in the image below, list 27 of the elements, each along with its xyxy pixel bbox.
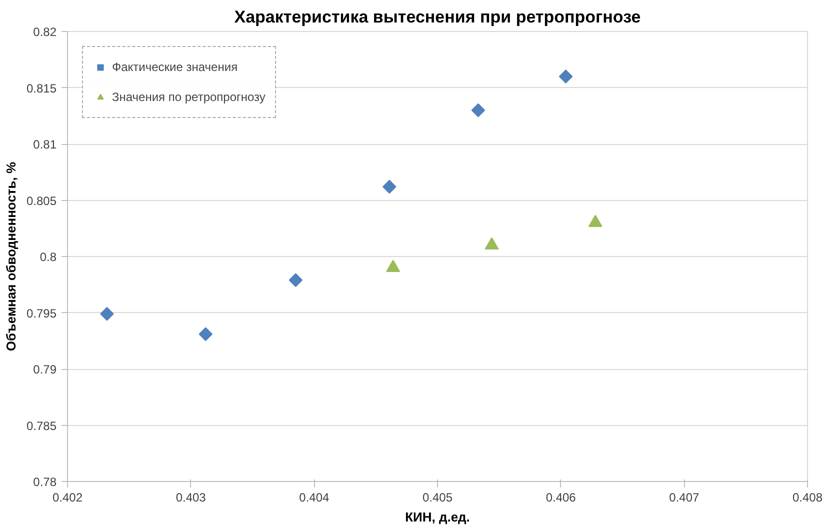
x-tick-label: 0.405 bbox=[422, 490, 453, 504]
y-tick-label: 0.815 bbox=[26, 81, 57, 96]
point bbox=[558, 70, 573, 84]
x-tick-label: 0.403 bbox=[176, 490, 206, 504]
x-tick-label: 0.402 bbox=[52, 490, 83, 504]
x-tick-label: 0.408 bbox=[792, 490, 823, 504]
point bbox=[382, 180, 396, 194]
y-tick-label: 0.805 bbox=[26, 194, 57, 208]
y-tick-label: 0.785 bbox=[26, 418, 57, 433]
y-tick-label: 0.78 bbox=[33, 475, 57, 489]
x-tick-label: 0.407 bbox=[669, 490, 700, 504]
legend-label: Фактические значения bbox=[112, 60, 239, 74]
point bbox=[471, 103, 486, 118]
y-tick-label: 0.795 bbox=[26, 306, 57, 320]
x-axis-title: КИН, д.ед. bbox=[405, 510, 470, 524]
point bbox=[100, 307, 114, 321]
y-tick-label: 0.79 bbox=[33, 362, 57, 376]
x-tick-label: 0.406 bbox=[546, 490, 576, 504]
chart-title: Характеристика вытеснения при ретропрогнозе bbox=[234, 8, 641, 26]
y-tick-label: 0.82 bbox=[33, 25, 57, 39]
y-tick-label: 0.81 bbox=[33, 138, 57, 152]
x-tick-label: 0.404 bbox=[299, 490, 330, 504]
point bbox=[198, 327, 212, 341]
point bbox=[288, 273, 303, 287]
legend-label: Значения по ретропрогнозу bbox=[112, 90, 266, 104]
y-axis-title: Объемная обводненность, % bbox=[3, 161, 18, 352]
y-tick-label: 0.8 bbox=[40, 250, 57, 264]
